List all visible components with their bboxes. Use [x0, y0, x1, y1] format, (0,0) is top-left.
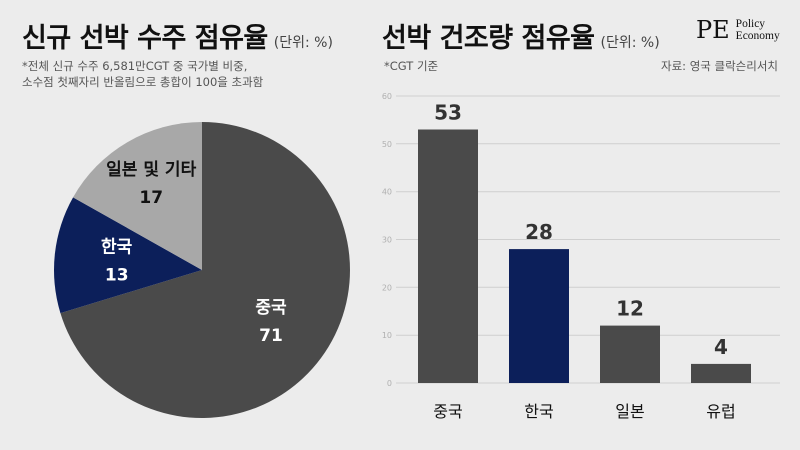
bar-chart: 0 10 20 30 40 50 60 53 중국 28 한국 12 일본 4 유럽 — [382, 92, 780, 421]
y-tick-label: 10 — [382, 331, 392, 340]
pie-note: *전체 신규 수주 6,581만CGT 중 국가별 비중, 소수점 첫째자리 반… — [22, 58, 263, 90]
bar — [600, 325, 660, 383]
bar-title-text: 선박 건조량 점유율 — [382, 23, 595, 54]
bar — [691, 363, 751, 383]
logo-text: Policy Economy — [736, 18, 780, 42]
pie-note-line-2: 소수점 첫째자리 반올림으로 총합이 100을 초과함 — [22, 75, 264, 89]
bar-value-label: 53 — [434, 101, 462, 125]
x-tick-label: 한국 — [524, 402, 553, 421]
y-tick-label: 40 — [382, 188, 392, 197]
pie-note-line-1: *전체 신규 수주 6,581만CGT 중 국가별 비중, — [22, 59, 248, 73]
bar — [509, 249, 569, 383]
y-tick-label: 20 — [382, 283, 392, 292]
pie-chart: 중국 71 한국 13 일본 및 기타 17 — [53, 122, 350, 418]
bar — [418, 129, 478, 383]
pie-slice-label: 일본 및 기타 — [106, 160, 196, 180]
pie-slice-value: 71 — [259, 326, 283, 346]
y-tick-label: 50 — [382, 140, 392, 149]
pie-slice-label: 한국 — [101, 238, 133, 258]
y-tick-label: 30 — [382, 236, 392, 245]
logo: PE Policy Economy — [696, 16, 780, 44]
bar-title: 선박 건조량 점유율 (단위: %) — [382, 16, 660, 55]
x-tick-label: 중국 — [433, 402, 462, 421]
logo-line-1: Policy — [735, 18, 766, 30]
source-text: 자료: 영국 클락슨리서치 — [661, 59, 778, 73]
y-tick-label: 0 — [387, 379, 392, 388]
x-tick-label: 일본 — [615, 402, 644, 421]
logo-line-2: Economy — [735, 30, 780, 42]
pie-unit: (단위: %) — [273, 35, 333, 51]
bar-value-label: 12 — [616, 297, 644, 321]
pie-title-text: 신규 선박 수주 점유율 — [22, 23, 268, 54]
pie-title: 신규 선박 수주 점유율 (단위: %) — [22, 16, 333, 55]
bar-note: *CGT 기준 — [384, 59, 439, 73]
logo-mark: PE — [696, 16, 730, 44]
pie-slice-value: 17 — [139, 188, 163, 208]
bar-value-label: 4 — [714, 335, 728, 359]
pie-slice-label: 중국 — [255, 298, 287, 318]
pie-slice-value: 13 — [105, 266, 129, 286]
pie-slice-1 — [60, 122, 350, 418]
bar-unit: (단위: %) — [600, 35, 660, 51]
bar-value-label: 28 — [525, 220, 553, 244]
pie-slice-3 — [73, 122, 202, 270]
x-tick-label: 유럽 — [706, 402, 735, 421]
pie-slice-2 — [53, 197, 202, 314]
y-tick-label: 60 — [382, 92, 392, 101]
